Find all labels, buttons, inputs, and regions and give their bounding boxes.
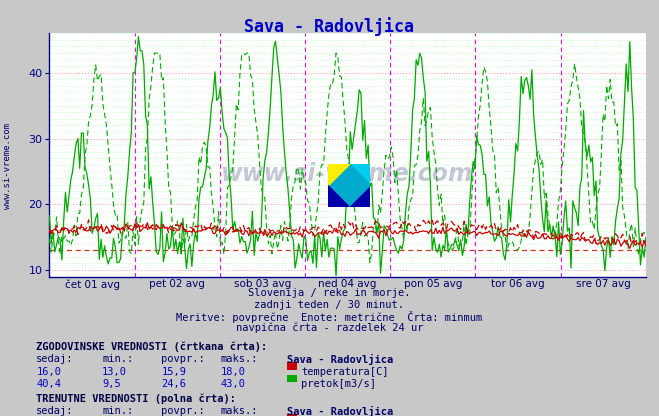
Polygon shape — [328, 185, 370, 206]
Text: Sava - Radovljica: Sava - Radovljica — [287, 406, 393, 416]
Text: 24,6: 24,6 — [161, 379, 186, 389]
Polygon shape — [328, 164, 349, 185]
Text: Meritve: povprečne  Enote: metrične  Črta: minmum: Meritve: povprečne Enote: metrične Črta:… — [177, 311, 482, 323]
Text: maks.:: maks.: — [221, 406, 258, 416]
Text: zadnji teden / 30 minut.: zadnji teden / 30 minut. — [254, 300, 405, 310]
Text: www.si-vreme.com: www.si-vreme.com — [221, 162, 474, 186]
Text: TRENUTNE VREDNOSTI (polna črta):: TRENUTNE VREDNOSTI (polna črta): — [36, 393, 236, 404]
Text: www.si-vreme.com: www.si-vreme.com — [3, 124, 13, 209]
Text: sedaj:: sedaj: — [36, 406, 74, 416]
Text: 43,0: 43,0 — [221, 379, 246, 389]
Polygon shape — [349, 164, 370, 185]
Text: sedaj:: sedaj: — [36, 354, 74, 364]
Text: Sava - Radovljica: Sava - Radovljica — [244, 17, 415, 37]
Text: navpična črta - razdelek 24 ur: navpična črta - razdelek 24 ur — [236, 323, 423, 333]
Text: 9,5: 9,5 — [102, 379, 121, 389]
Text: 16,0: 16,0 — [36, 367, 61, 377]
Text: 18,0: 18,0 — [221, 367, 246, 377]
Text: Slovenija / reke in morje.: Slovenija / reke in morje. — [248, 288, 411, 298]
Text: min.:: min.: — [102, 406, 133, 416]
Text: temperatura[C]: temperatura[C] — [301, 367, 389, 377]
Polygon shape — [328, 164, 370, 206]
Text: 40,4: 40,4 — [36, 379, 61, 389]
Text: Sava - Radovljica: Sava - Radovljica — [287, 354, 393, 366]
Text: pretok[m3/s]: pretok[m3/s] — [301, 379, 376, 389]
Text: povpr.:: povpr.: — [161, 406, 205, 416]
Polygon shape — [328, 185, 349, 206]
Text: min.:: min.: — [102, 354, 133, 364]
Text: povpr.:: povpr.: — [161, 354, 205, 364]
Polygon shape — [328, 164, 349, 185]
Text: maks.:: maks.: — [221, 354, 258, 364]
Text: ZGODOVINSKE VREDNOSTI (črtkana črta):: ZGODOVINSKE VREDNOSTI (črtkana črta): — [36, 342, 268, 352]
Text: 15,9: 15,9 — [161, 367, 186, 377]
Text: 13,0: 13,0 — [102, 367, 127, 377]
